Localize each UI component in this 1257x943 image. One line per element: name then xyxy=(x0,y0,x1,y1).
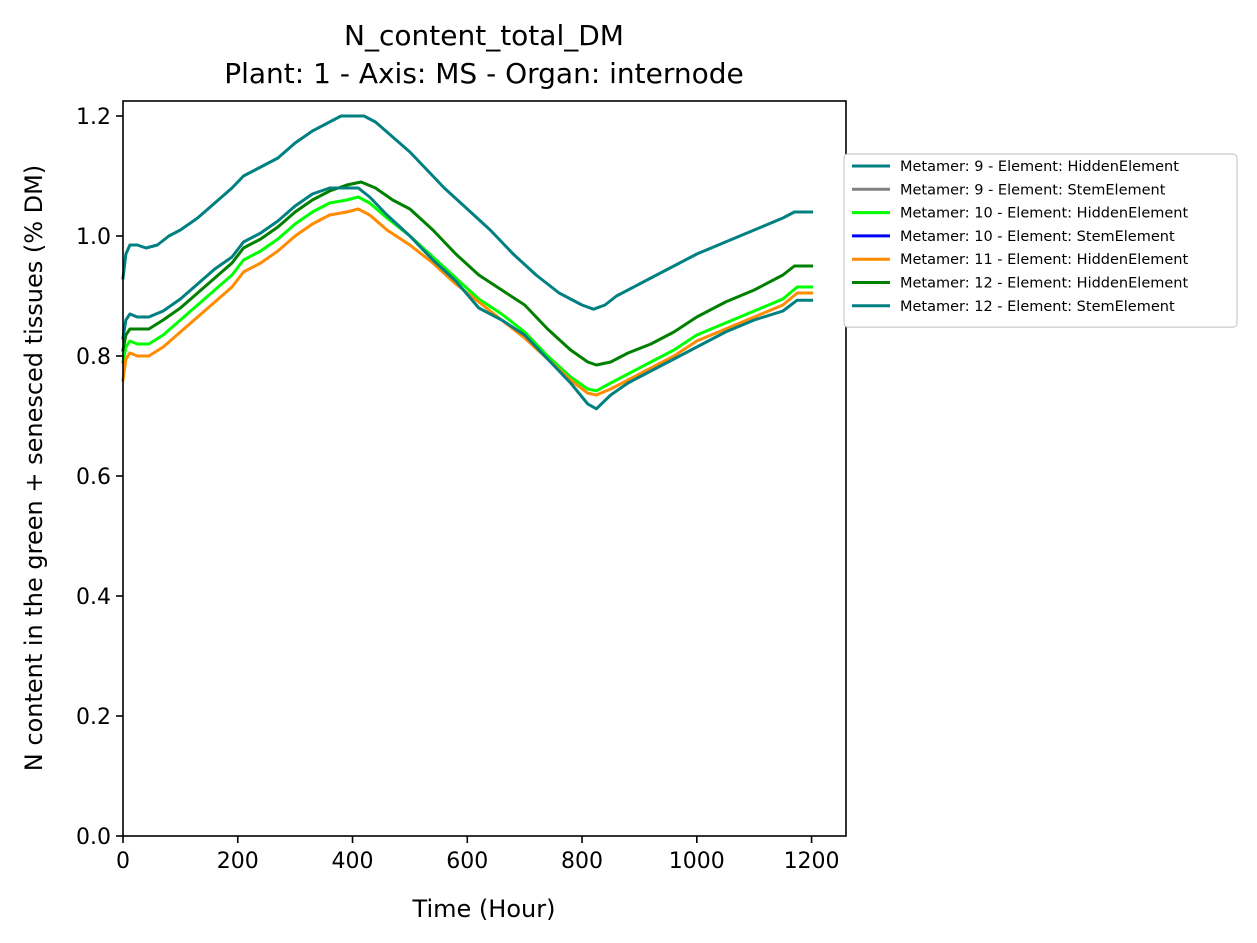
y-axis-label: N content in the green + senesced tissue… xyxy=(20,165,48,771)
legend-label-1: Metamer: 9 - Element: StemElement xyxy=(900,182,1166,198)
y-tick-label: 0.0 xyxy=(76,825,111,850)
y-tick-label: 1.0 xyxy=(76,225,111,250)
x-tick-label: 600 xyxy=(446,849,488,874)
y-tick-label: 1.2 xyxy=(76,105,111,130)
series-lines xyxy=(121,114,814,411)
series-line-5 xyxy=(121,180,814,367)
y-tick-label: 0.4 xyxy=(76,585,111,610)
x-tick-label: 1000 xyxy=(669,849,725,874)
legend-label-6: Metamer: 12 - Element: StemElement xyxy=(900,299,1175,315)
x-axis-label: Time (Hour) xyxy=(412,895,556,923)
legend-label-0: Metamer: 9 - Element: HiddenElement xyxy=(900,159,1179,175)
series-line-0 xyxy=(121,114,814,311)
axes xyxy=(122,100,847,837)
x-tick-label: 800 xyxy=(561,849,603,874)
legend: Metamer: 9 - Element: HiddenElement Metam… xyxy=(843,153,1238,328)
x-tick-label: 1200 xyxy=(784,849,840,874)
x-tick-label: 400 xyxy=(332,849,374,874)
x-tick-label: 0 xyxy=(116,849,130,874)
y-tick-label: 0.2 xyxy=(76,705,111,730)
y-tick-label: 0.8 xyxy=(76,345,111,370)
legend-label-3: Metamer: 10 - Element: StemElement xyxy=(900,229,1175,245)
plot-frame xyxy=(122,100,847,837)
legend-label-5: Metamer: 12 - Element: HiddenElement xyxy=(900,276,1188,292)
legend-label-2: Metamer: 10 - Element: HiddenElement xyxy=(900,206,1188,222)
chart-title: N_content_total_DM xyxy=(344,19,624,52)
series-line-4 xyxy=(121,207,814,397)
chart-subtitle: Plant: 1 - Axis: MS - Organ: internode xyxy=(224,57,744,90)
axis-ticks: 0 200 400 600 800 1000 1200 0.0 0.2 0.4 0.6 0.8 1.0 1… xyxy=(76,105,840,874)
legend-label-4: Metamer: 11 - Element: HiddenElement xyxy=(900,252,1188,268)
x-tick-label: 200 xyxy=(217,849,259,874)
legend-box xyxy=(843,153,1238,328)
series-line-6 xyxy=(121,186,814,411)
y-tick-label: 0.6 xyxy=(76,465,111,490)
